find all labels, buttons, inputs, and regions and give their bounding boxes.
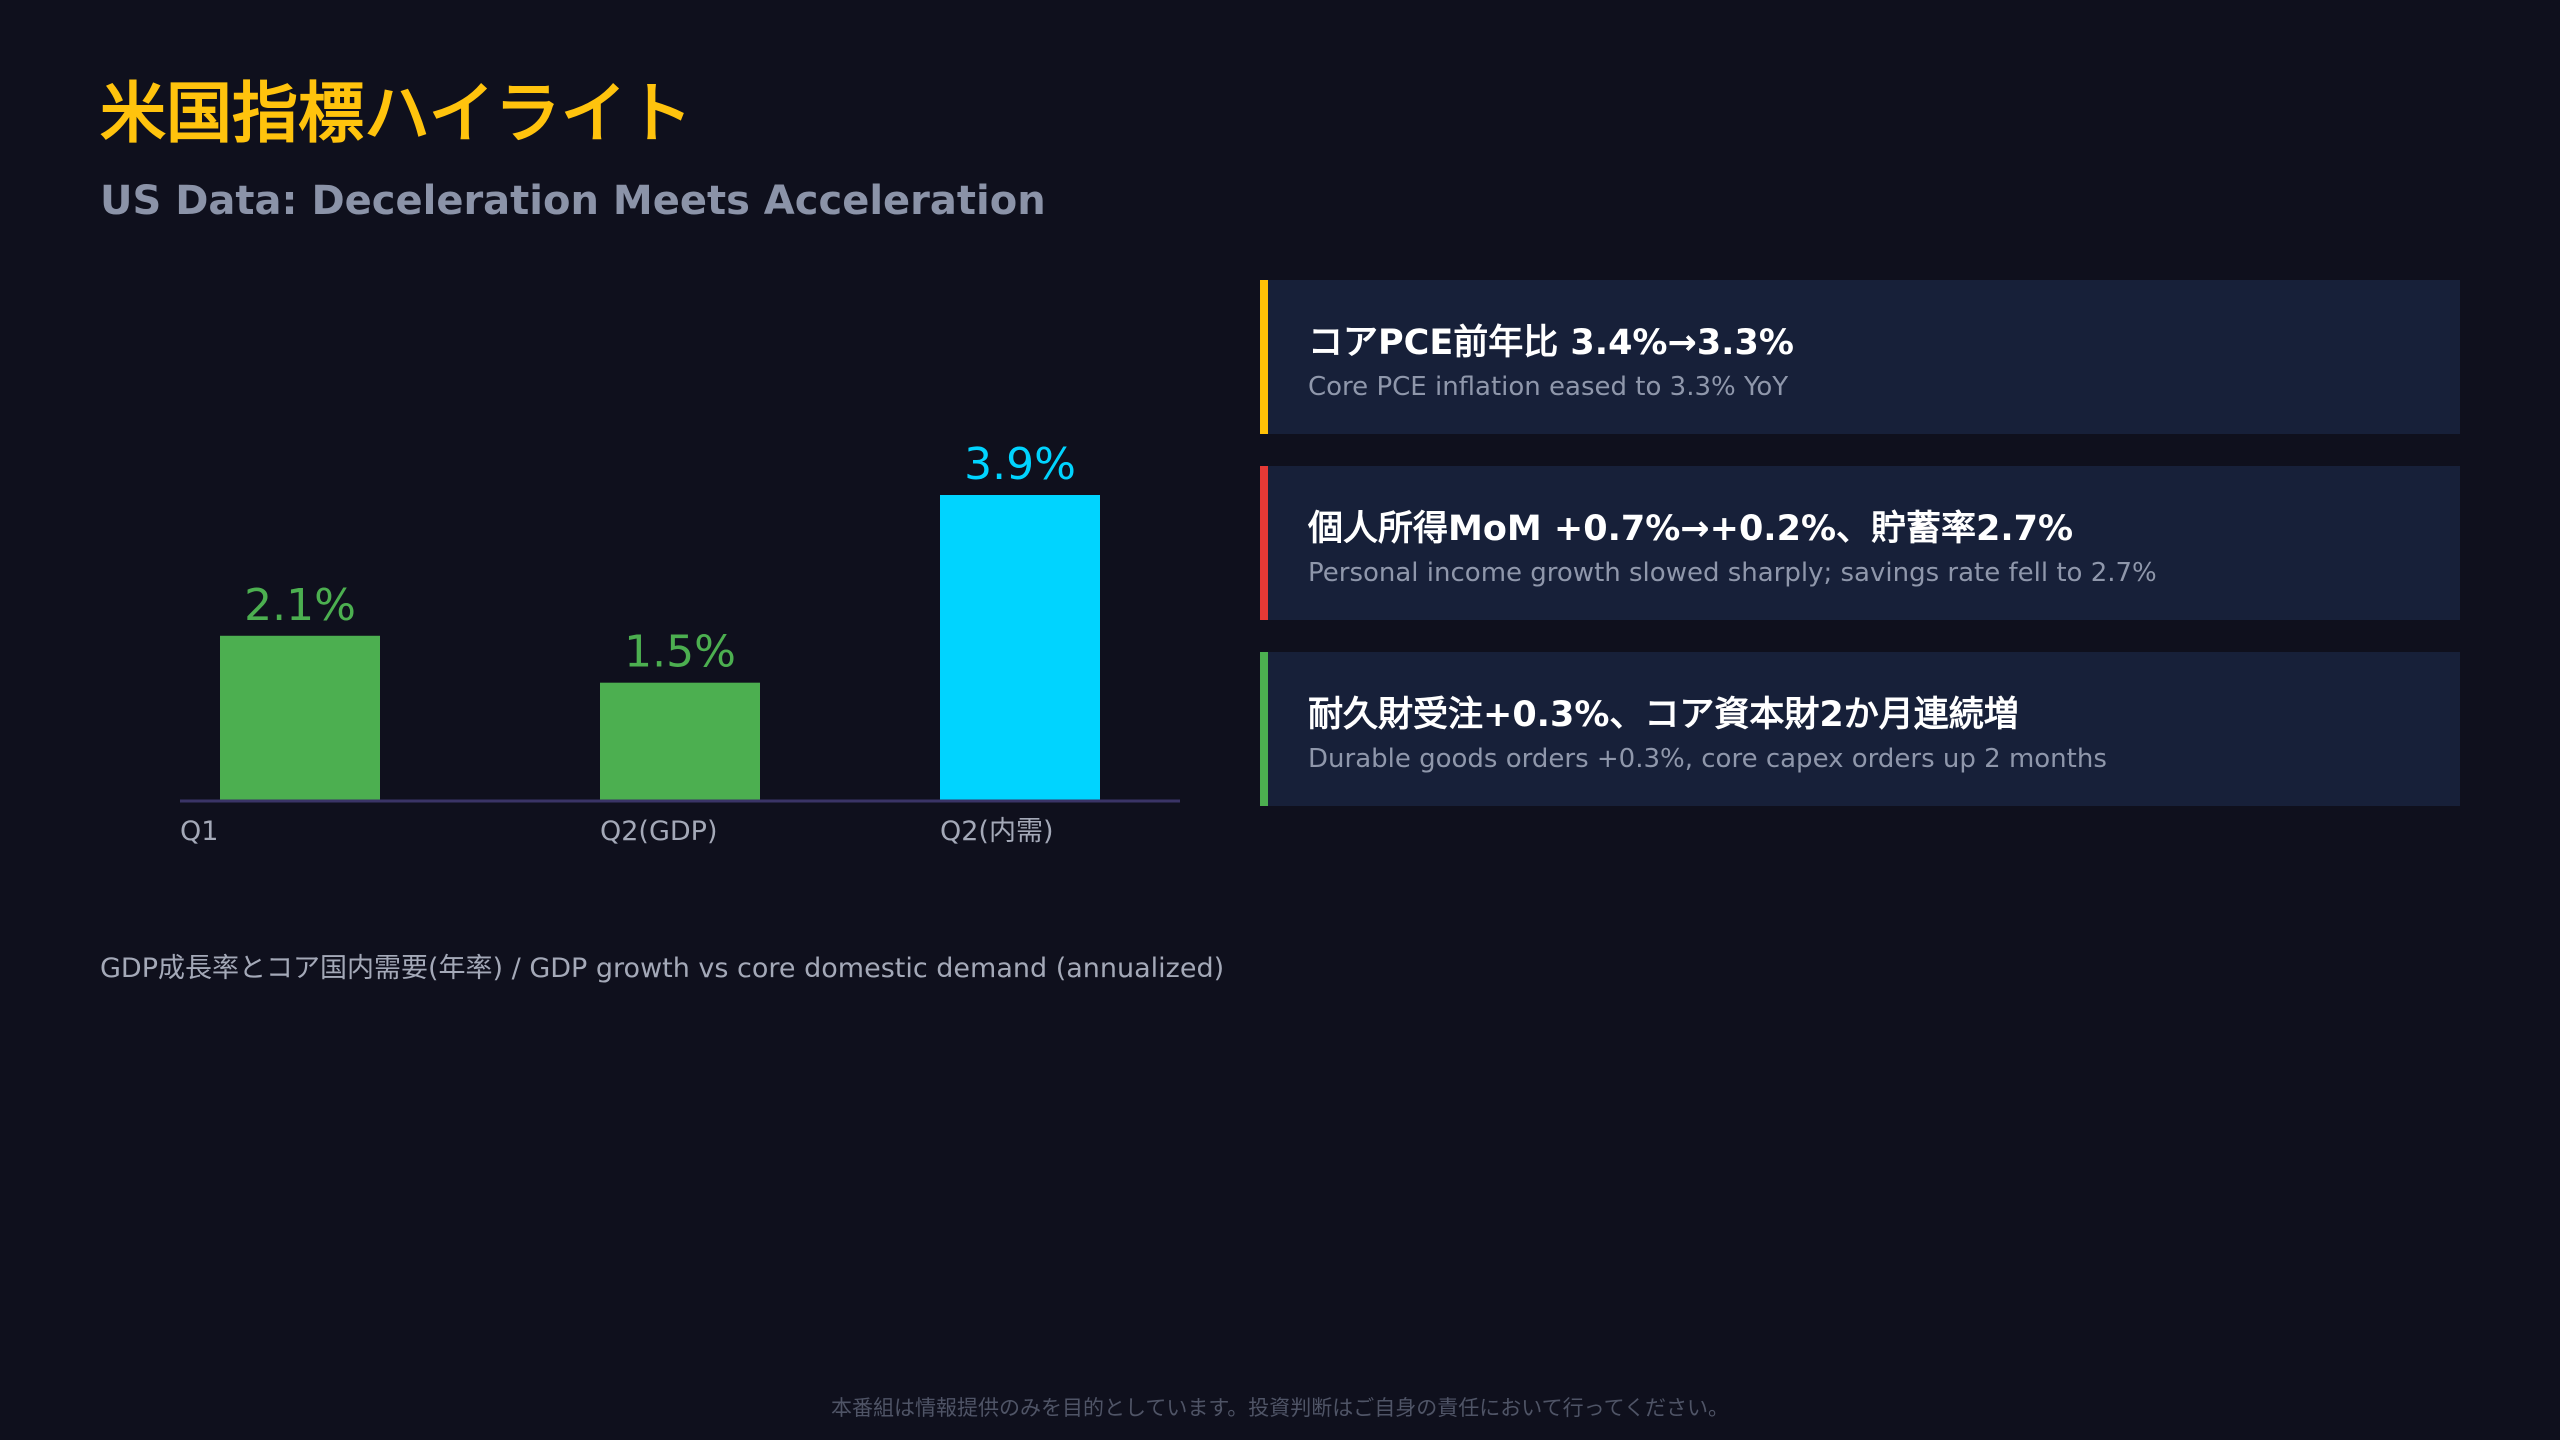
bar-2 xyxy=(940,495,1100,800)
x-tick-label-1: Q2(GDP) xyxy=(600,816,718,847)
bar-value-label-0: 2.1% xyxy=(244,580,356,631)
disclaimer: 本番組は情報提供のみを目的としています。投資判断はご自身の責任において行ってくだ… xyxy=(831,1396,1729,1420)
card-accent-bar xyxy=(1260,466,1268,620)
bar-value-label-1: 1.5% xyxy=(624,627,736,678)
highlight-card-core-pce: コアPCE前年比 3.4%→3.3% Core PCE inflation ea… xyxy=(1260,280,2460,434)
card-description: Personal income growth slowed sharply; s… xyxy=(1308,558,2157,588)
card-accent-bar xyxy=(1260,652,1268,806)
x-tick-label-0: Q1 xyxy=(180,816,218,847)
highlight-cards: コアPCE前年比 3.4%→3.3% Core PCE inflation ea… xyxy=(1260,280,2460,838)
bar-chart: 2.1% Q1 1.5% Q2(GDP) 3.9% Q2(内需) xyxy=(0,0,1240,1000)
bar-value-label-2: 3.9% xyxy=(964,439,1076,490)
chart-caption: GDP成長率とコア国内需要(年率) / GDP growth vs core d… xyxy=(100,953,1225,984)
card-description: Core PCE inflation eased to 3.3% YoY xyxy=(1308,372,1789,402)
highlight-card-personal-income: 個人所得MoM +0.7%→+0.2%、貯蓄率2.7% Personal inc… xyxy=(1260,466,2460,620)
page-title: 米国指標ハイライト xyxy=(100,75,693,152)
card-title: 個人所得MoM +0.7%→+0.2%、貯蓄率2.7% xyxy=(1308,509,2074,549)
x-tick-label-2: Q2(内需) xyxy=(940,816,1054,847)
page-subtitle: US Data: Deceleration Meets Acceleration xyxy=(100,178,1046,224)
bar-0 xyxy=(220,635,380,800)
card-title: 耐久財受注+0.3%、コア資本財2か月連続増 xyxy=(1308,695,2019,735)
card-accent-bar xyxy=(1260,280,1268,434)
bar-chart-svg: 2.1% Q1 1.5% Q2(GDP) 3.9% Q2(内需) xyxy=(180,439,1180,847)
card-description: Durable goods orders +0.3%, core capex o… xyxy=(1308,744,2107,774)
highlight-card-durable-goods: 耐久財受注+0.3%、コア資本財2か月連続増 Durable goods ord… xyxy=(1260,652,2460,806)
card-title: コアPCE前年比 3.4%→3.3% xyxy=(1308,323,1794,363)
bar-1 xyxy=(600,682,760,800)
